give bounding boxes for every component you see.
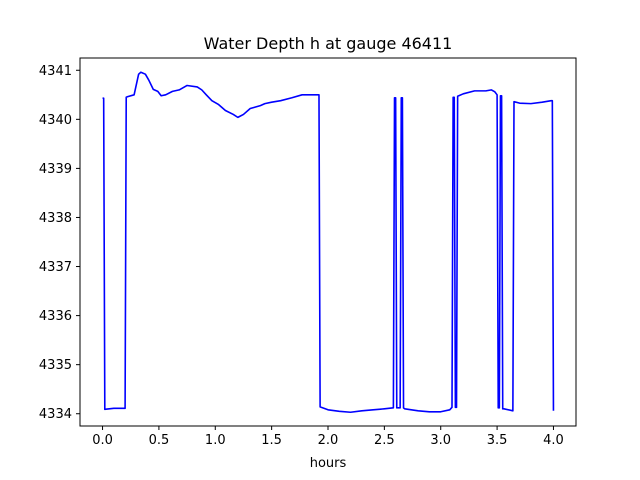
x-tick-label: 4.0: [543, 433, 564, 448]
x-tick-label: 2.5: [374, 433, 395, 448]
plot-frame: [79, 57, 577, 427]
y-tick-label: 4340: [39, 113, 72, 128]
y-axis: 4334 4335 4336 4337 4338 4339 4340 4341: [39, 64, 80, 422]
y-tick-label: 4335: [39, 358, 72, 373]
y-tick-label: 4339: [39, 162, 72, 177]
y-tick-label: 4334: [39, 407, 72, 422]
x-axis: 0.0 0.5 1.0 1.5 2.0 2.5 3.0 3.5 4.0: [92, 426, 564, 448]
x-tick-label: 0.0: [92, 433, 113, 448]
plot-area: [102, 71, 555, 414]
x-tick-label: 1.0: [205, 433, 226, 448]
x-tick-label: 1.5: [261, 433, 282, 448]
x-tick-label: 3.5: [487, 433, 508, 448]
x-tick-label: 0.5: [149, 433, 170, 448]
x-axis-label: hours: [310, 456, 347, 471]
chart-title: Water Depth h at gauge 46411: [204, 34, 453, 53]
y-tick-label: 4337: [39, 260, 72, 275]
y-tick-label: 4341: [39, 64, 72, 79]
series-line-0: [102, 71, 555, 414]
y-tick-label: 4336: [39, 309, 72, 324]
x-tick-label: 3.0: [430, 433, 451, 448]
y-tick-label: 4338: [39, 211, 72, 226]
x-tick-label: 2.0: [318, 433, 339, 448]
